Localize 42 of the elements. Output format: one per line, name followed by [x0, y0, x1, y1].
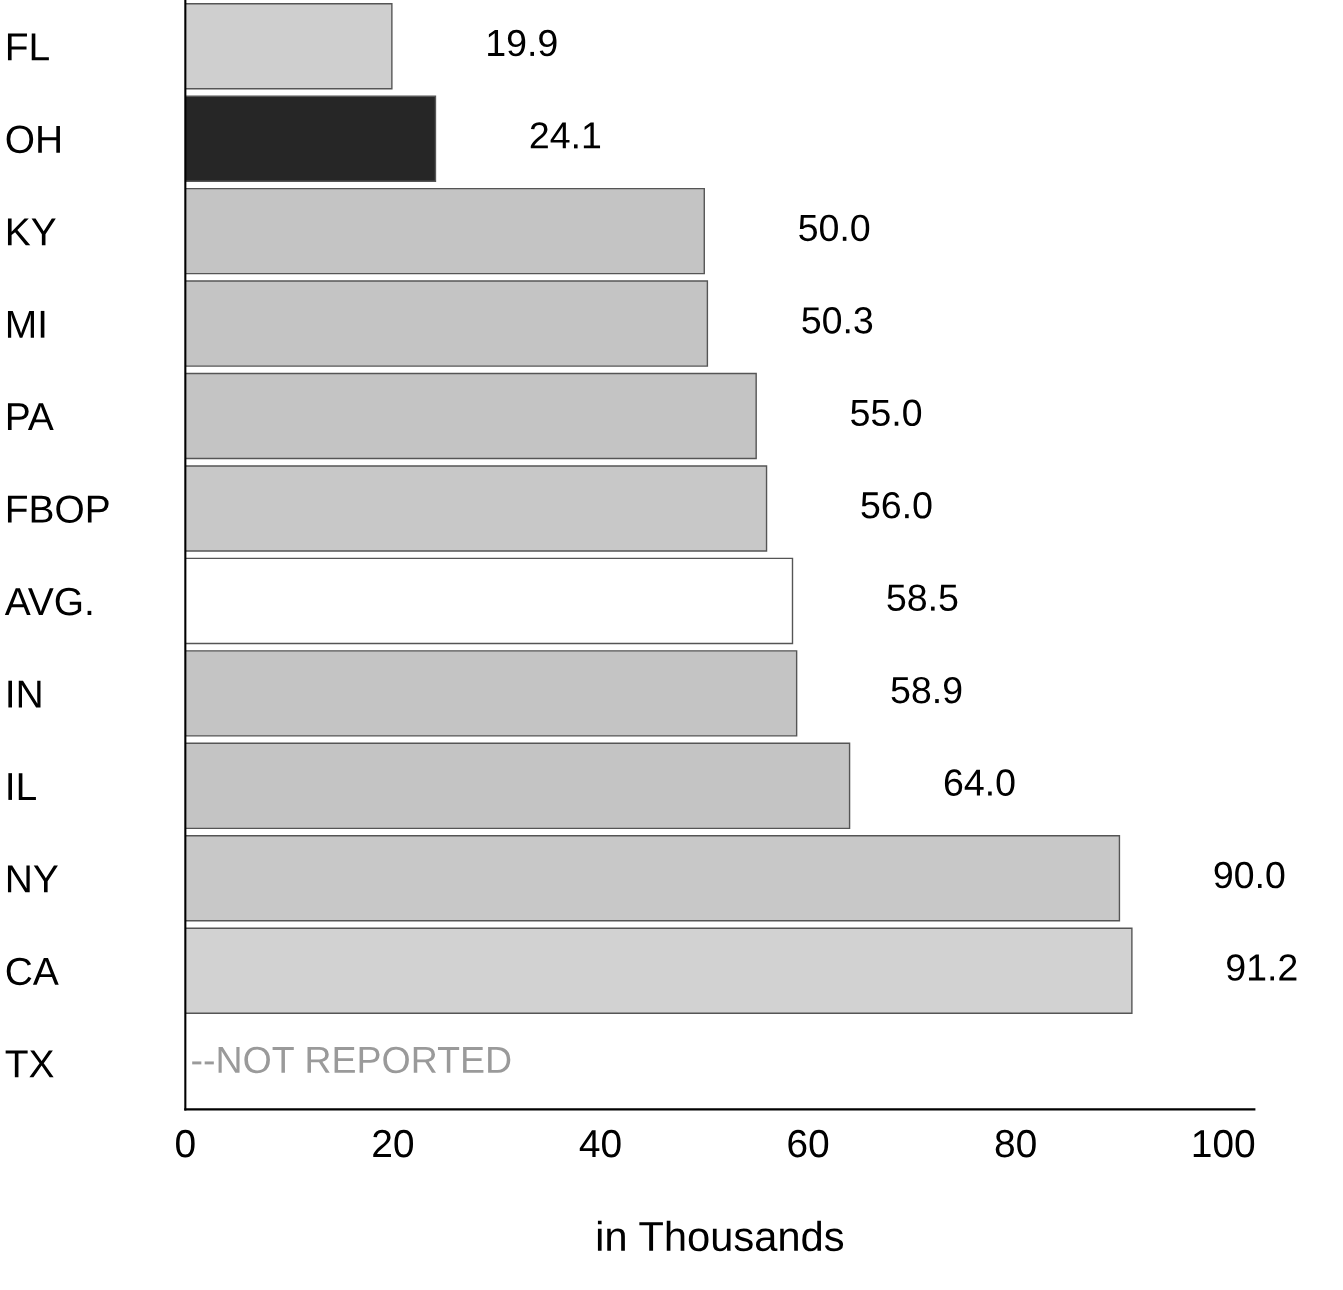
x-tick-label: 20	[373, 1129, 414, 1158]
bar	[185, 187, 705, 275]
bar	[185, 465, 768, 552]
y-tick-label: NY	[7, 865, 58, 893]
bar	[185, 742, 851, 830]
text: --NOT REPORTED	[192, 1046, 511, 1074]
bar	[185, 372, 757, 460]
data-label: 91.2	[1227, 954, 1297, 981]
y-tick-label: IN	[8, 680, 41, 708]
y-tick-label: OH	[6, 125, 60, 154]
bar	[185, 280, 709, 367]
y-tick-label: KY	[7, 218, 56, 246]
y-tick-label: MI	[7, 310, 45, 338]
x-tick-label: 60	[788, 1129, 829, 1158]
data-label: 19.9	[488, 29, 557, 57]
bar	[185, 557, 794, 645]
data-label: 24.1	[530, 122, 601, 149]
y-tick-label: FBOP	[7, 495, 109, 523]
y-tick-label: IL	[8, 773, 36, 800]
data-label: 56.0	[861, 491, 932, 519]
bar	[185, 927, 1133, 1014]
data-label: 58.9	[891, 676, 962, 704]
y-tick-label: PA	[7, 403, 54, 431]
data-label: 90.0	[1214, 861, 1285, 889]
data-label: 58.5	[887, 584, 958, 611]
bar	[185, 650, 798, 737]
data-label: 64.0	[944, 769, 1015, 796]
data-label: 50.3	[802, 307, 873, 334]
bar	[185, 95, 437, 182]
data-label: 50.0	[799, 214, 870, 242]
y-tick-label: AVG.	[4, 587, 92, 616]
data-label: 55.0	[851, 399, 922, 427]
x-tick-label: 100	[1193, 1129, 1255, 1158]
y-tick-label: TX	[5, 1050, 54, 1078]
bar	[185, 835, 1121, 922]
x-tick-label: 40	[579, 1129, 621, 1158]
y-tick-label: CA	[6, 957, 59, 986]
x-tick-label: 80	[995, 1129, 1036, 1158]
x-axis-title: in Thousands	[597, 1220, 844, 1252]
x-tick-label: 0	[176, 1129, 195, 1158]
y-tick-label: FL	[7, 33, 49, 61]
bar	[185, 3, 393, 90]
